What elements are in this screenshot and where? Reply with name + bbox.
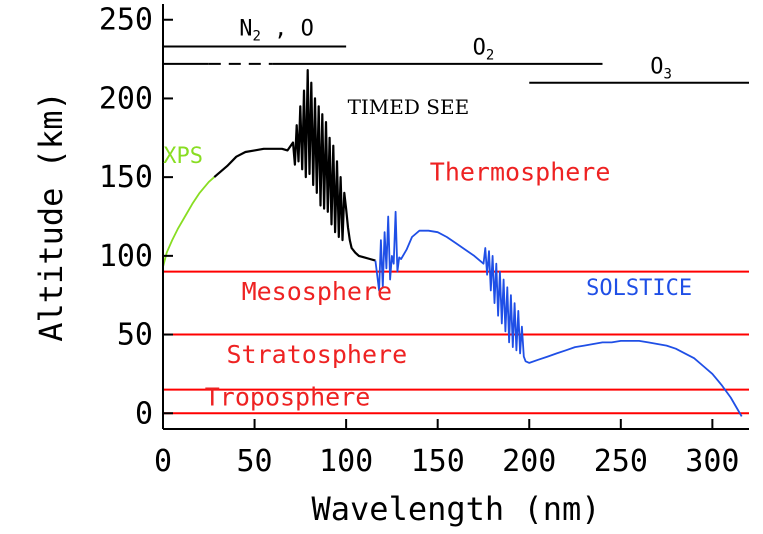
region-label-troposphere: Troposphere [205,382,371,411]
absorber-layer [163,45,749,84]
x-tick-label-50: 50 [237,444,273,479]
y-tick-label-150: 150 [99,160,153,195]
absorber-label-o3: O3 [650,54,672,82]
y-axis-title: Altitude (km) [32,91,70,341]
x-tick-label-100: 100 [319,444,373,479]
x-tick-label-200: 200 [502,444,556,479]
series-layer [162,68,743,417]
text-layer: 0 50 100 150 200 250 300 0 50 100 150 200 250 Wavelen… [32,3,739,528]
absorber-label-n2o: N2 , O [239,16,314,44]
y-tick-label-100: 100 [99,239,153,274]
x-tick-label-150: 150 [411,444,465,479]
y-tick-label-250: 250 [99,3,153,38]
y-tick-label-50: 50 [117,318,153,353]
instrument-label-xps: XPS [163,144,203,169]
x-tick-label-250: 250 [594,444,648,479]
region-label-thermosphere: Thermosphere [430,157,611,186]
y-tick-label-0: 0 [135,396,153,431]
series-line-solstice [374,210,743,417]
series-line-xps [162,176,215,268]
region-label-mesosphere: Mesosphere [242,277,393,306]
instrument-label-timed-see: TIMED SEE [348,95,470,119]
axes-layer [162,4,749,430]
x-axis-title: Wavelength (nm) [312,490,601,528]
absorber-label-o2: O2 [473,35,495,63]
region-boundary-layer [163,270,749,415]
x-tick-label-0: 0 [154,444,172,479]
series-line-timed-see [213,68,376,262]
y-tick-label-200: 200 [99,81,153,116]
instrument-label-solstice: SOLSTICE [586,276,692,301]
region-label-stratosphere: Stratosphere [227,340,408,369]
x-tick-label-300: 300 [685,444,739,479]
